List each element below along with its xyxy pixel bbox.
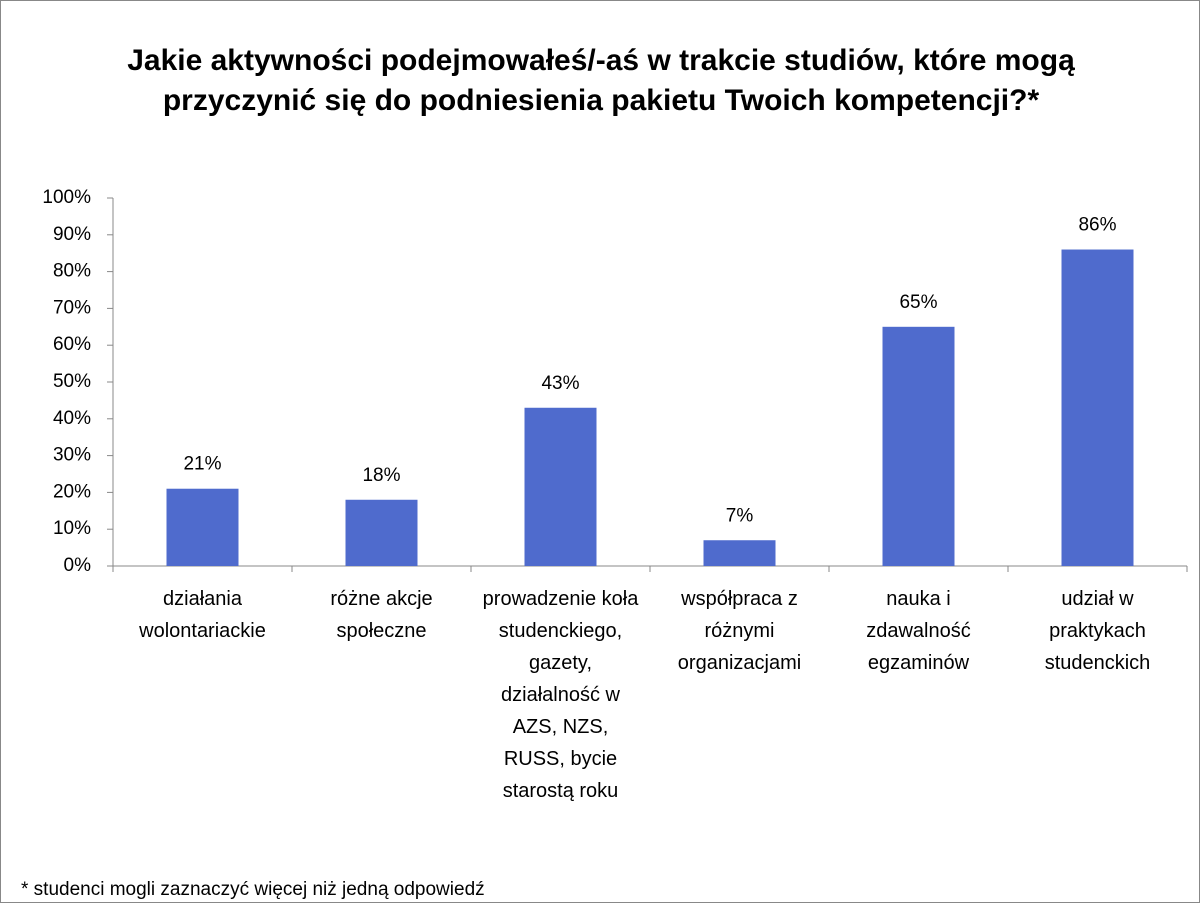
y-tick-label: 30% [53,445,91,466]
y-tick-label: 40% [53,408,91,429]
y-tick-label: 70% [53,297,91,318]
y-tick-label: 0% [64,555,92,576]
data-label: 65% [899,292,937,313]
bar [166,488,239,566]
y-tick-label: 60% [53,334,91,355]
data-label: 7% [726,505,754,526]
bar [524,407,597,566]
x-tick-label: różne akcje społeczne [330,588,433,642]
bar [1061,249,1134,566]
x-tick-label: działania wolontariackie [139,588,266,642]
y-tick-label: 20% [53,481,91,502]
y-tick-label: 90% [53,224,91,245]
data-label: 21% [183,454,221,475]
x-tick-label: nauka i zdawalność egzaminów [866,588,971,674]
y-tick-label: 50% [53,371,91,392]
y-tick-label: 80% [53,261,91,282]
bar [345,499,418,566]
data-label: 86% [1078,215,1116,236]
chart-title: Jakie aktywności podejmowałeś/-aś w trak… [127,44,1075,117]
bar [703,540,776,566]
footnote: * studenci mogli zaznaczyć więcej niż je… [21,879,485,900]
bar [882,326,955,566]
y-tick-label: 10% [53,518,91,539]
x-tick-label: współpraca z różnymi organizacjami [677,588,802,674]
y-tick-label: 100% [42,187,91,208]
x-tick-label: prowadzenie koła studenckiego, gazety, d… [482,588,639,802]
x-tick-label: udział w praktykach studenckich [1044,588,1151,674]
data-label: 43% [541,373,579,394]
data-label: 18% [362,465,400,486]
